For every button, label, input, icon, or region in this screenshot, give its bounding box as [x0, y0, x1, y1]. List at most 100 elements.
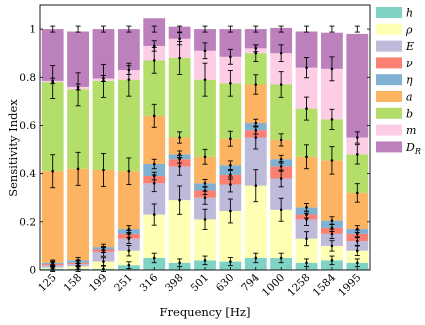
bar-segment-D_R-251: [117, 29, 140, 71]
bar-segment-ρ-630: [219, 210, 242, 262]
bar-segment-ρ-1584: [321, 245, 343, 261]
bar-segment-η-630: [219, 165, 242, 175]
error-bar-a-199: [100, 153, 106, 187]
error-bar-h-630: [227, 257, 233, 267]
bar-segment-ρ-1995: [346, 250, 369, 263]
error-bar-h-501: [202, 255, 208, 266]
bar-segment-E-1584: [321, 233, 343, 246]
bar-segment-ρ-794: [244, 185, 267, 258]
error-bar-η-199: [100, 243, 106, 251]
error-bar-h-398: [177, 258, 183, 268]
error-bar-h-1258: [304, 258, 310, 268]
error-bar-ρ-630: [227, 198, 233, 224]
bar-segment-ρ-1000: [270, 209, 293, 258]
legend-item-ρ: ρ: [376, 23, 413, 36]
error-bar-top-1584: [329, 25, 335, 33]
legend-swatch: [376, 91, 402, 102]
x-tick-label-316: 316: [138, 271, 161, 294]
error-bar-a-125: [50, 154, 56, 189]
legend-swatch: [376, 40, 402, 52]
bar-segment-b-501: [194, 79, 216, 157]
bar-segment-ρ-1258: [295, 238, 318, 263]
bar-segment-b-630: [219, 83, 242, 139]
error-bar-a-794: [253, 74, 259, 95]
legend-label-a: a: [406, 91, 413, 104]
error-bar-ρ-501: [202, 208, 208, 231]
error-bar-ν-316: [151, 171, 157, 181]
error-bar-m-630: [227, 48, 233, 65]
y-tick-label-1: 1: [29, 24, 36, 36]
bar-segment-D_R-1995: [346, 33, 369, 138]
bar-segment-E-199: [92, 251, 115, 262]
error-bar-top-1258: [304, 25, 310, 33]
error-bar-ρ-1584: [329, 240, 335, 252]
bar-segment-E-794: [244, 137, 267, 186]
error-bar-ρ-1995: [354, 245, 360, 256]
legend-item-b: b: [376, 107, 413, 120]
error-bar-ρ-251: [126, 245, 132, 257]
bar-segment-a-316: [143, 115, 166, 164]
legend-item-m: m: [376, 124, 416, 137]
bar-segment-D_R-1584: [321, 32, 343, 69]
bar-segment-a-199: [92, 170, 115, 248]
bar-segment-h-501: [194, 260, 216, 270]
bar-segment-h-1584: [321, 260, 343, 270]
error-bar-m-398: [177, 32, 183, 46]
bar-segment-b-251: [117, 79, 140, 172]
error-bar-top-125: [50, 25, 56, 33]
bar-segment-D_R-199: [92, 29, 115, 79]
legend-label-η: η: [406, 74, 413, 87]
error-bar-m-1258: [304, 57, 310, 79]
bar-segment-D_R-501: [194, 29, 216, 51]
x-tick-label-199: 199: [87, 272, 110, 295]
error-bar-b-1584: [329, 108, 335, 131]
legend-swatch: [376, 124, 402, 136]
x-tick-label-398: 398: [163, 272, 186, 295]
error-bar-top-794: [253, 25, 259, 33]
error-bar-η-251: [126, 225, 132, 233]
error-bar-m-158: [75, 83, 81, 91]
error-bar-ρ-1000: [278, 197, 284, 222]
legend-item-η: η: [376, 74, 413, 87]
error-bar-η-1995: [354, 225, 360, 233]
bar-segment-a-1000: [270, 139, 293, 160]
error-bar-η-794: [253, 118, 259, 128]
bar-segment-E-1258: [295, 219, 318, 239]
error-bar-η-125: [50, 259, 56, 266]
x-axis-title: Frequency [Hz]: [160, 305, 251, 319]
bar-segment-ρ-398: [168, 200, 191, 263]
error-bar-m-316: [151, 40, 157, 52]
bar-segment-E-398: [168, 166, 191, 201]
error-bar-h-1584: [329, 255, 335, 266]
x-tick-label-251: 251: [112, 272, 135, 295]
error-bar-b-1258: [304, 96, 310, 121]
error-bar-η-158: [75, 256, 81, 264]
bar-segment-b-1584: [321, 119, 343, 161]
bar-segment-b-1995: [346, 154, 369, 193]
x-tick-label-125: 125: [36, 272, 59, 295]
error-bar-b-1995: [354, 144, 360, 165]
error-bar-top-316: [151, 25, 157, 33]
error-bar-top-1995: [354, 25, 360, 33]
error-bar-η-1000: [278, 154, 284, 164]
error-bar-b-316: [151, 47, 157, 74]
error-bar-a-398: [177, 131, 183, 144]
error-bar-η-630: [227, 160, 233, 170]
error-bar-top-501: [202, 25, 208, 33]
error-bar-h-1000: [278, 252, 284, 264]
error-bar-m-251: [126, 65, 132, 75]
error-bar-η-1258: [304, 203, 310, 212]
error-bar-ρ-794: [253, 169, 259, 203]
legend-item-h: h: [376, 7, 413, 20]
bar-segment-a-630: [219, 138, 242, 166]
legend-swatch: [376, 23, 402, 35]
bar-segment-a-1584: [321, 160, 343, 221]
error-bar-top-251: [126, 25, 132, 33]
bar-segment-ρ-501: [194, 219, 216, 261]
x-tick-label-1000: 1000: [260, 272, 287, 299]
error-bar-m-794: [253, 44, 259, 53]
error-bar-a-1584: [329, 146, 335, 175]
bar-segment-D_R-794: [244, 29, 267, 49]
error-bar-h-794: [253, 252, 259, 264]
